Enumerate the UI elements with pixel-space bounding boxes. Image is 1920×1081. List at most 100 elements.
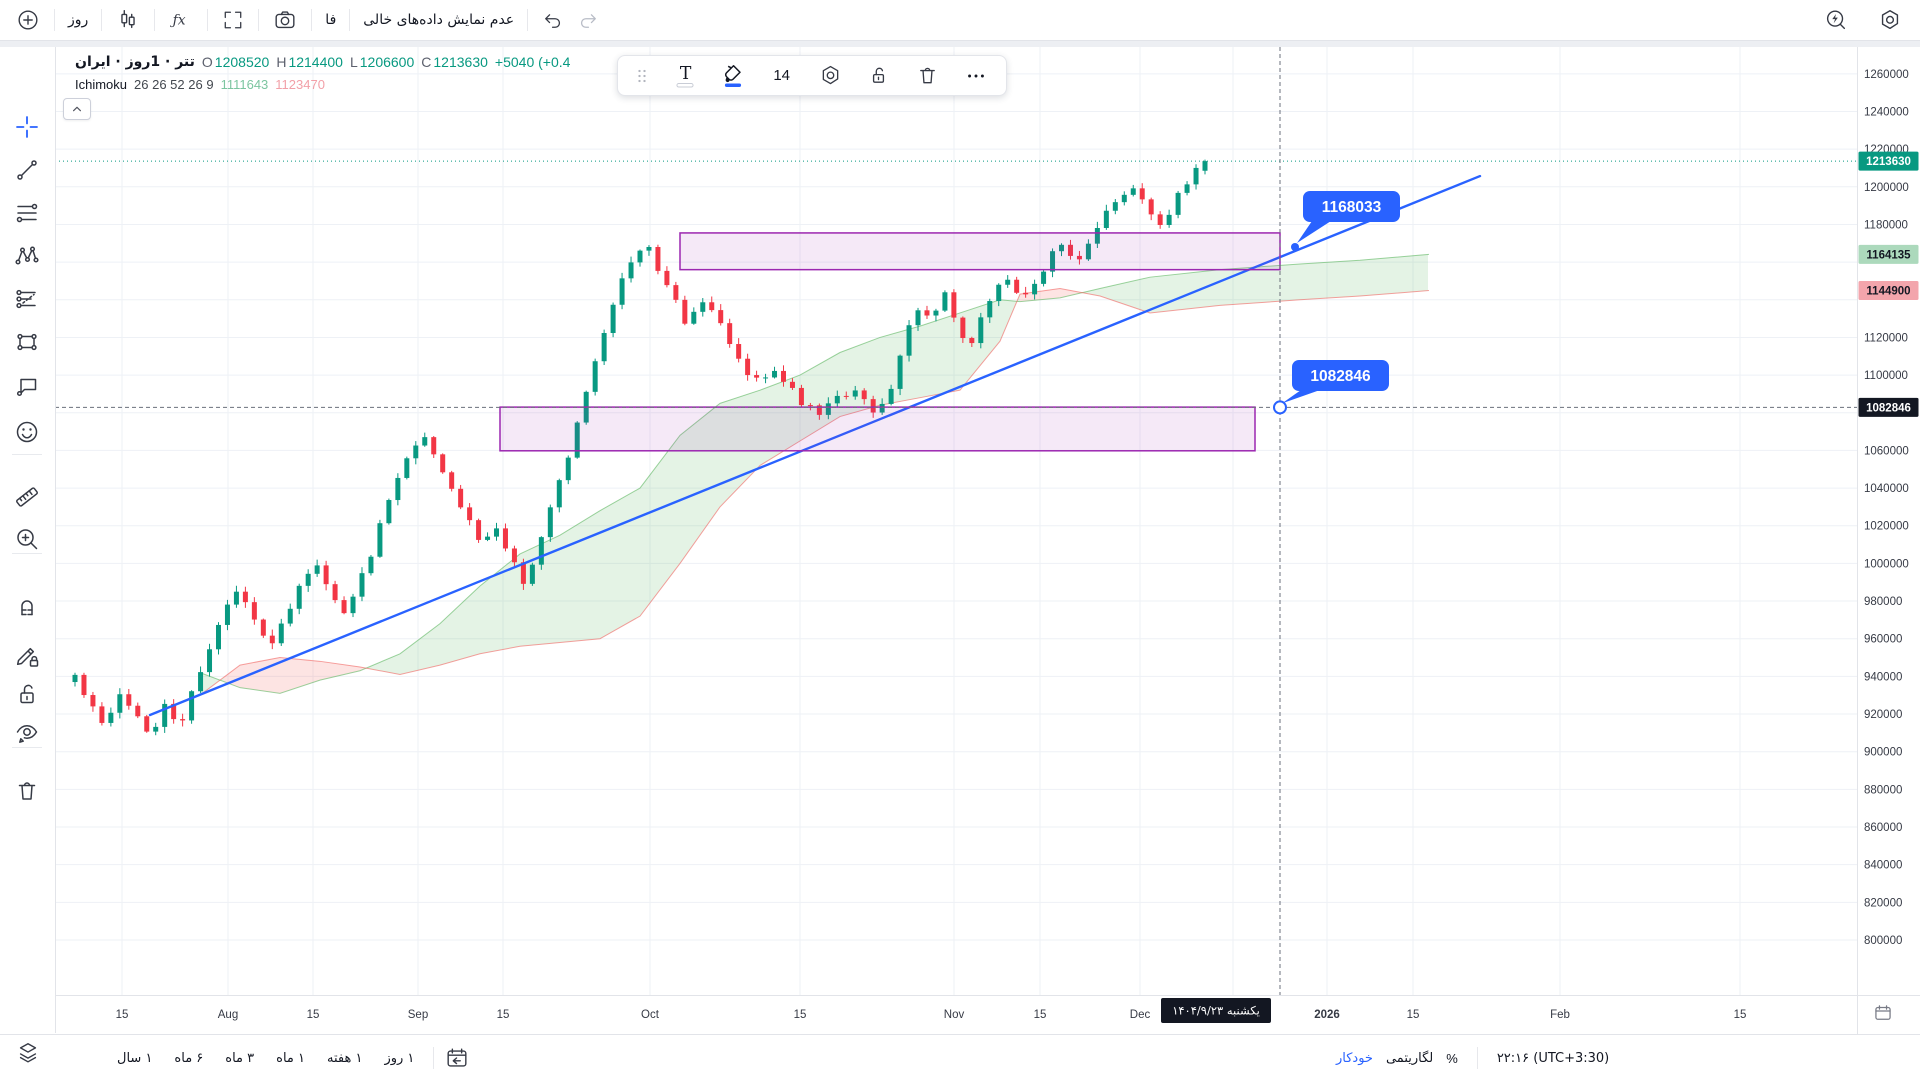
- trend-line-tool[interactable]: [10, 153, 44, 187]
- time-axis-settings-button[interactable]: [1872, 1002, 1894, 1029]
- svg-text:1240000: 1240000: [1864, 106, 1909, 118]
- indicator-value-b: 1123470: [275, 77, 325, 92]
- clock-label[interactable]: ۲۲:۱۶ (UTC+3:30): [1496, 1050, 1610, 1066]
- layout-corners-icon: [224, 11, 242, 29]
- svg-text:940000: 940000: [1864, 671, 1902, 683]
- layers-icon: [19, 1043, 37, 1063]
- drawing-settings-button[interactable]: [812, 60, 848, 92]
- svg-text:980000: 980000: [1864, 596, 1902, 608]
- quick-search-button[interactable]: [1814, 5, 1858, 35]
- sidebar-divider: [12, 553, 42, 554]
- snapshot-button[interactable]: [263, 5, 307, 35]
- svg-text:1120000: 1120000: [1864, 332, 1908, 344]
- range-1y[interactable]: ۱ سال: [117, 1050, 153, 1066]
- undo-icon: [545, 14, 561, 28]
- svg-text:15: 15: [1734, 1009, 1747, 1021]
- fill-color-button[interactable]: [715, 60, 751, 92]
- gear-icon: [822, 65, 839, 85]
- more-options-button[interactable]: [958, 60, 994, 92]
- svg-text:2026: 2026: [1314, 1009, 1340, 1021]
- range-1d[interactable]: ۱ روز: [384, 1050, 415, 1066]
- drawing-lock-button[interactable]: [861, 60, 897, 92]
- pane-top-strip: [0, 40, 1920, 47]
- pattern-tool[interactable]: [10, 239, 44, 273]
- emoji-tool[interactable]: [10, 415, 44, 449]
- svg-text:1144900: 1144900: [1866, 286, 1910, 298]
- drawing-toolbar: [0, 47, 56, 1033]
- undo-button[interactable]: [532, 5, 574, 35]
- range-3m[interactable]: ۳ ماه: [225, 1050, 255, 1066]
- object-tree-button[interactable]: [15, 1040, 41, 1071]
- gear-icon: [1881, 10, 1899, 30]
- svg-text:840000: 840000: [1864, 860, 1902, 872]
- indicator-value-a: 1111643: [220, 77, 269, 92]
- indicators-button[interactable]: ƒx: [159, 5, 203, 35]
- svg-text:800000: 800000: [1864, 935, 1902, 947]
- empty-data-toggle[interactable]: عدم نمایش داده‌های خالی: [363, 12, 515, 28]
- toolbar-drag-handle[interactable]: [630, 60, 654, 92]
- zoom-in-tool[interactable]: [10, 522, 44, 556]
- sidebar-divider: [12, 454, 42, 455]
- layout-button[interactable]: [212, 5, 254, 35]
- close-value: 1213630: [433, 54, 488, 70]
- svg-text:1200000: 1200000: [1864, 182, 1909, 194]
- indicator-name[interactable]: Ichimoku: [75, 77, 128, 92]
- hide-drawings-toggle[interactable]: [10, 716, 44, 750]
- crosshair-tool[interactable]: [10, 110, 44, 144]
- range-6m[interactable]: ۶ ماه: [174, 1050, 204, 1066]
- drawing-floating-toolbar: T 14: [617, 55, 1007, 96]
- trash-icon: [920, 67, 935, 84]
- text-color-button[interactable]: T: [667, 60, 703, 92]
- text-callout-tool[interactable]: [10, 368, 44, 402]
- language-button[interactable]: فا: [325, 12, 337, 28]
- log-scale-toggle[interactable]: لگاریتمی: [1385, 1050, 1434, 1066]
- bottom-toolbar: ۱ سال ۶ ماه ۳ ماه ۱ ماه ۱ هفته ۱ روز خود…: [0, 1034, 1920, 1081]
- calendar-arrow-icon: [447, 1048, 467, 1067]
- projection-lines-icon: [16, 289, 36, 309]
- eye-icon: [16, 725, 38, 743]
- range-1w[interactable]: ۱ هفته: [327, 1050, 363, 1066]
- font-size-button[interactable]: 14: [773, 67, 791, 84]
- chart-style-button[interactable]: [106, 5, 150, 35]
- ruler-icon: [16, 487, 38, 507]
- svg-text:Oct: Oct: [641, 1009, 660, 1021]
- svg-text:1060000: 1060000: [1864, 445, 1909, 457]
- prediction-tool[interactable]: [10, 282, 44, 316]
- settings-button[interactable]: [1868, 5, 1912, 35]
- symbol-title[interactable]: تتر · 1روز · ایران: [75, 54, 195, 70]
- remove-drawings-button[interactable]: [10, 774, 44, 808]
- svg-text:15: 15: [1034, 1009, 1047, 1021]
- drag-dots-icon: [638, 69, 646, 82]
- drawing-delete-button[interactable]: [909, 60, 945, 92]
- measure-tool[interactable]: [10, 480, 44, 514]
- callout-icon: [16, 378, 37, 397]
- stay-in-drawing-mode-toggle[interactable]: [10, 638, 44, 672]
- fib-retracement-tool[interactable]: [10, 196, 44, 230]
- rectangle-tool[interactable]: [10, 325, 44, 359]
- svg-text:15: 15: [1407, 1009, 1420, 1021]
- time-axis-border: [0, 995, 1920, 996]
- high-value: 1214400: [288, 54, 343, 70]
- toolbar-separator: [349, 9, 351, 31]
- legend-collapse-button[interactable]: [63, 98, 91, 120]
- svg-text:15: 15: [794, 1009, 807, 1021]
- svg-text:Nov: Nov: [944, 1009, 965, 1021]
- timeframe-button[interactable]: روز: [68, 12, 89, 28]
- redo-button[interactable]: [574, 5, 609, 35]
- rectangle-icon: [17, 333, 37, 351]
- range-1m[interactable]: ۱ ماه: [276, 1050, 305, 1066]
- zoom-in-icon: [17, 529, 38, 550]
- svg-text:1040000: 1040000: [1864, 483, 1909, 495]
- go-to-date-button[interactable]: [444, 1045, 470, 1071]
- symbol-search-button[interactable]: [6, 5, 50, 35]
- percent-scale-toggle[interactable]: %: [1446, 1050, 1458, 1066]
- svg-text:Dec: Dec: [1130, 1009, 1151, 1021]
- magnet-toggle[interactable]: [10, 590, 44, 624]
- pencil-lock-icon: [16, 647, 39, 667]
- svg-text:1213630: 1213630: [1866, 156, 1911, 168]
- top-toolbar: روز ƒx فا عدم نمایش داده‌های خالی: [0, 0, 1920, 41]
- auto-scale-toggle[interactable]: خودکار: [1336, 1050, 1373, 1066]
- svg-text:1020000: 1020000: [1864, 521, 1909, 533]
- lock-all-drawings-toggle[interactable]: [10, 677, 44, 711]
